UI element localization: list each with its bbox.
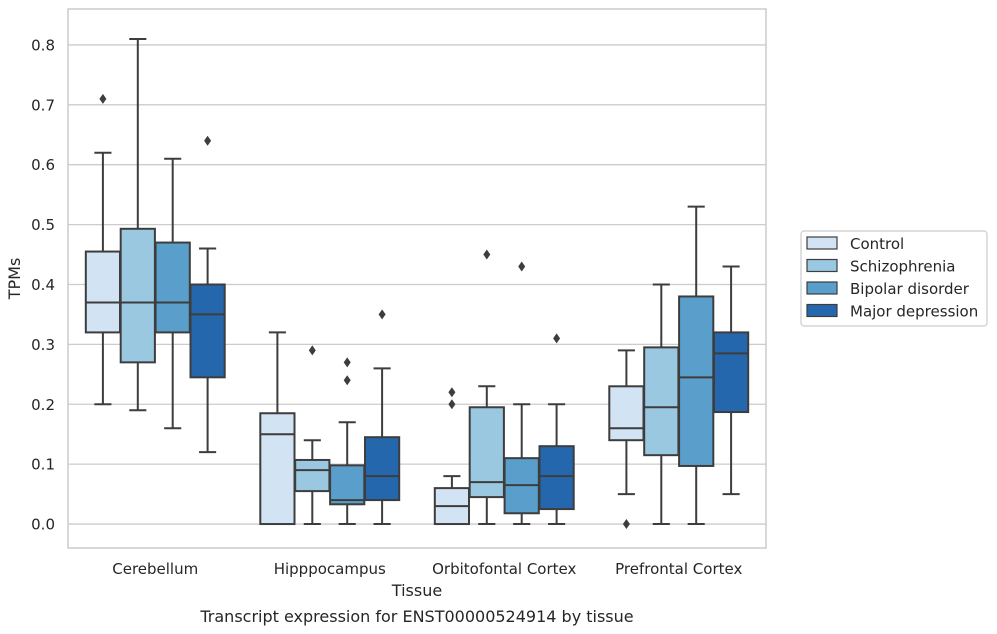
legend: Control Schizophrenia Bipolar disorder Majo… bbox=[800, 230, 988, 327]
outlier-point bbox=[308, 345, 316, 356]
box-iqr bbox=[363, 436, 401, 502]
y-tick-label: 0.2 bbox=[31, 396, 55, 414]
legend-swatch bbox=[806, 303, 838, 318]
legend-label: Control bbox=[850, 235, 904, 253]
outlier-point bbox=[378, 309, 386, 320]
legend-label: Schizophrenia bbox=[850, 258, 955, 276]
y-tick-label: 0.7 bbox=[31, 96, 55, 114]
x-axis-label: Tissue bbox=[391, 581, 442, 600]
box-3-3 bbox=[712, 265, 750, 496]
y-tick-label: 0.8 bbox=[31, 36, 55, 54]
y-axis-label: TPMs bbox=[5, 258, 24, 301]
outlier-point bbox=[448, 387, 456, 398]
box-1-0 bbox=[119, 37, 156, 412]
y-tick-label: 0.3 bbox=[31, 336, 55, 354]
x-tick-label: Cerebellum bbox=[112, 560, 198, 578]
box-iqr bbox=[329, 464, 366, 506]
legend-label: Bipolar disorder bbox=[850, 280, 970, 298]
outlier-point bbox=[99, 93, 107, 104]
y-tick-label: 0.0 bbox=[31, 516, 55, 534]
box-iqr bbox=[608, 385, 645, 442]
box-0-2 bbox=[433, 387, 471, 526]
box-0-1 bbox=[259, 331, 296, 526]
box-3-0 bbox=[189, 135, 226, 454]
legend-label: Major depression bbox=[850, 303, 978, 321]
box-iqr bbox=[678, 295, 715, 467]
box-2-3 bbox=[678, 205, 715, 526]
outlier-point bbox=[622, 519, 630, 530]
y-tick-label: 0.6 bbox=[31, 156, 55, 174]
box-2-1 bbox=[329, 357, 366, 526]
x-tick-label: Hipppocampus bbox=[274, 560, 386, 578]
box-iqr bbox=[712, 331, 750, 414]
legend-swatch bbox=[806, 281, 838, 295]
box-iqr bbox=[154, 241, 191, 334]
box-1-1 bbox=[294, 345, 331, 526]
y-tick-label: 0.1 bbox=[31, 456, 55, 474]
y-tick-label: 0.4 bbox=[31, 276, 55, 294]
chart-caption: Transcript expression for ENST0000052491… bbox=[199, 607, 633, 626]
legend-swatch bbox=[806, 236, 838, 250]
outlier-point bbox=[518, 261, 526, 272]
box-3-1 bbox=[363, 309, 401, 526]
x-tick-label: Prefrontal Cortex bbox=[615, 560, 742, 578]
x-tick-label: Orbitofontal Cortex bbox=[432, 560, 576, 578]
box-iqr bbox=[119, 227, 156, 364]
outlier-point bbox=[343, 375, 351, 386]
legend-frame bbox=[800, 230, 988, 327]
box-iqr bbox=[538, 445, 575, 511]
box-1-2 bbox=[468, 249, 505, 526]
box-groups bbox=[84, 37, 750, 530]
box-0-0 bbox=[84, 93, 122, 406]
box-iqr bbox=[259, 412, 296, 526]
box-3-2 bbox=[538, 333, 575, 526]
box-1-3 bbox=[643, 283, 680, 526]
box-2-2 bbox=[503, 261, 540, 526]
outlier-point bbox=[483, 249, 491, 260]
box-iqr bbox=[294, 458, 331, 493]
legend-swatch bbox=[806, 258, 838, 273]
y-tick-label: 0.5 bbox=[31, 216, 55, 234]
box-iqr bbox=[643, 346, 680, 457]
outlier-point bbox=[343, 357, 351, 368]
box-iqr bbox=[468, 406, 505, 499]
box-2-0 bbox=[154, 157, 191, 430]
box-iqr bbox=[84, 250, 122, 334]
box-iqr bbox=[189, 283, 226, 379]
plot-area-frame bbox=[67, 8, 767, 549]
box-0-3 bbox=[608, 349, 645, 530]
y-axis-ticks: 0.0 0.1 0.2 0.3 0.4 0.5 0.6 0.7 0.8 bbox=[31, 36, 55, 533]
x-axis-ticks: Cerebellum Hipppocampus Orbitofontal Corte… bbox=[112, 560, 742, 578]
outlier-point bbox=[448, 399, 456, 410]
outlier-point bbox=[553, 333, 561, 344]
outlier-point bbox=[204, 135, 212, 146]
